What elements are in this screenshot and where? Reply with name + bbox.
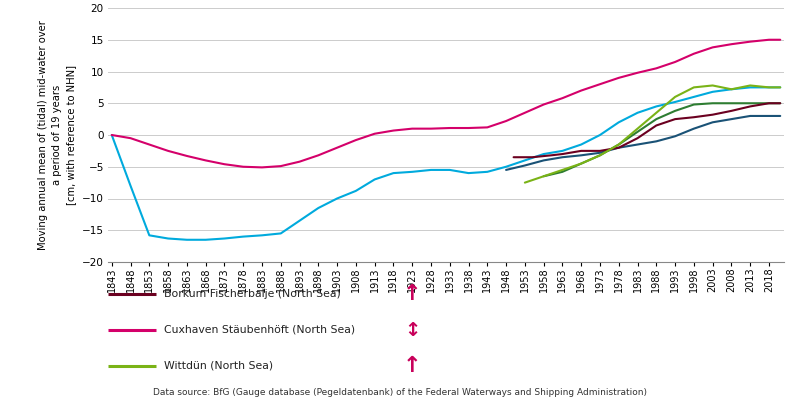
Text: Data source: BfG (Gauge database (Pegeldatenbank) of the Federal Waterways and S: Data source: BfG (Gauge database (Pegeld… — [153, 388, 647, 397]
Text: Borkum Fischerbalje (North Sea): Borkum Fischerbalje (North Sea) — [164, 289, 341, 299]
Text: ↕: ↕ — [404, 320, 420, 340]
Y-axis label: Moving annual mean of (tidal) mid-water over
a period of 19 years
[cm, with refe: Moving annual mean of (tidal) mid-water … — [38, 20, 76, 250]
Text: Wittdün (North Sea): Wittdün (North Sea) — [164, 361, 273, 371]
Text: ↑: ↑ — [402, 356, 422, 376]
Text: ↑: ↑ — [402, 284, 422, 304]
Text: Cuxhaven Stäubenhöft (North Sea): Cuxhaven Stäubenhöft (North Sea) — [164, 325, 355, 335]
